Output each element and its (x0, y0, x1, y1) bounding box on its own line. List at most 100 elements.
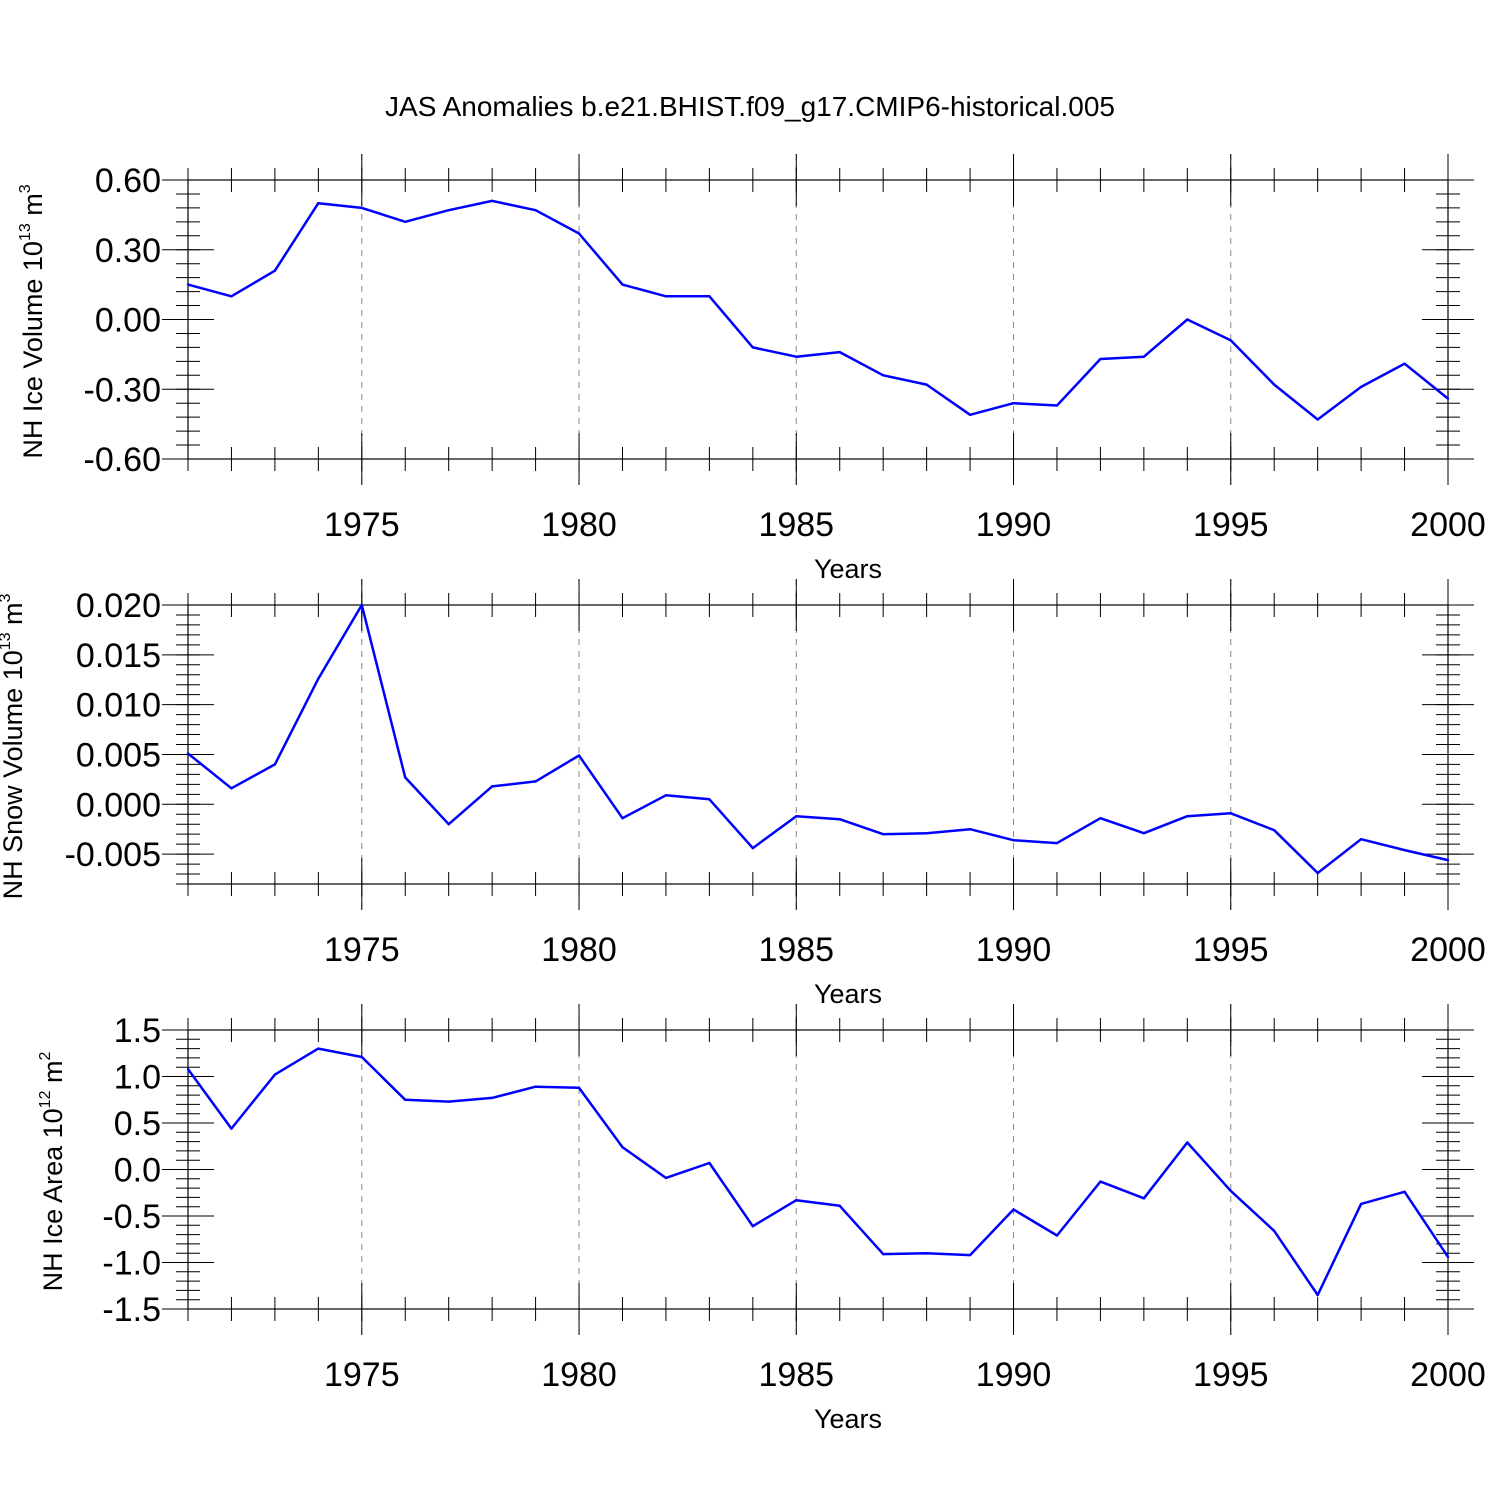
x-tick-label-1985: 1985 (758, 506, 834, 544)
y-axis-label-exponent: 12 (37, 1090, 54, 1108)
data-point-1986 (838, 350, 841, 354)
x-tick-label-2000: 2000 (1410, 931, 1486, 969)
data-point-1976 (404, 776, 407, 779)
y-axis-label-text: NH Ice Area 10 (38, 1108, 68, 1291)
x-axis-label: Years (814, 1404, 882, 1434)
data-point-1972 (230, 295, 233, 298)
data-point-1986 (838, 1204, 841, 1207)
data-point-1998 (1359, 1202, 1363, 1206)
x-tick-label-2000: 2000 (1410, 506, 1486, 544)
plot-frame (187, 179, 1449, 460)
y-tick-label: 0.5 (114, 1105, 161, 1143)
y-axis-label-text: NH Ice Volume 10 (18, 241, 48, 459)
chart-panel-2: 0.020 0.015 0.010 0.005 0.000 -0.005 1975 1980 1… (0, 579, 1486, 1009)
y-tick-label: -0.5 (102, 1198, 161, 1236)
data-point-1979 (534, 1085, 537, 1088)
data-point-1981 (621, 283, 624, 286)
data-point-1996 (1273, 828, 1276, 832)
data-point-1977 (447, 1100, 450, 1103)
data-point-1992 (1099, 1180, 1102, 1183)
data-point-1992 (1099, 817, 1102, 820)
data-point-1981 (621, 817, 624, 820)
y-tick-label: -0.005 (65, 836, 161, 874)
data-point-1989 (968, 827, 972, 831)
data-point-1985 (795, 1198, 798, 1202)
y-axis-label-unit: m (0, 602, 28, 632)
y-axis-label-unit-exponent: 3 (0, 593, 14, 602)
x-tick-label-1995: 1995 (1193, 931, 1269, 969)
y-axis-label: NH Ice Volume 1013 m3 (17, 184, 48, 458)
chart-panel-3: 1.5 1.0 0.5 0.0 -0.5 -1.0 -1.5 1975 1980 1985 1990… (37, 1004, 1486, 1434)
data-point-1975 (360, 1055, 363, 1059)
x-tick-label-1975: 1975 (324, 506, 400, 544)
data-point-1989 (968, 1253, 972, 1257)
y-tick-label: -1.0 (102, 1245, 161, 1283)
data-point-2000 (1446, 858, 1450, 862)
x-axis-label: Years (814, 979, 882, 1009)
data-point-1973 (273, 763, 277, 766)
data-point-1971 (186, 1067, 190, 1071)
data-point-1975 (360, 603, 363, 607)
data-point-1999 (1403, 1190, 1406, 1194)
y-tick-label: -0.60 (84, 441, 162, 479)
y-tick-label: 0.30 (95, 232, 161, 270)
data-point-1995 (1229, 812, 1232, 815)
y-axis-label-unit: m (18, 193, 48, 223)
x-tick-label-1995: 1995 (1193, 1356, 1269, 1394)
data-point-1995 (1229, 339, 1232, 342)
x-axis-label: Years (814, 554, 882, 584)
x-tick-label-1985: 1985 (758, 1356, 834, 1394)
data-point-1982 (664, 794, 668, 797)
data-point-1971 (186, 283, 190, 286)
y-tick-label: 0.000 (76, 786, 161, 824)
data-point-1990 (1012, 402, 1015, 405)
data-point-1993 (1142, 1197, 1146, 1200)
data-point-2000 (1446, 1255, 1450, 1259)
y-tick-label: 0.0 (114, 1152, 161, 1190)
data-point-1997 (1316, 418, 1319, 421)
y-tick-label: 0.010 (76, 687, 161, 725)
x-tick-label-1980: 1980 (541, 506, 617, 544)
data-point-1995 (1229, 1189, 1232, 1193)
data-point-1977 (447, 823, 450, 826)
figure-title: JAS Anomalies b.e21.BHIST.f09_g17.CMIP6-… (385, 91, 1115, 122)
data-point-1976 (404, 1098, 407, 1101)
data-point-1997 (1316, 871, 1319, 875)
data-point-1972 (230, 1127, 233, 1130)
data-point-1993 (1142, 831, 1146, 835)
y-tick-label: -1.5 (102, 1291, 161, 1329)
x-tick-label-1980: 1980 (541, 1356, 617, 1394)
data-point-1983 (708, 295, 711, 298)
data-point-1973 (273, 1073, 277, 1076)
y-axis-label-unit: m (38, 1061, 68, 1091)
data-point-1978 (490, 1096, 494, 1100)
y-axis-label: NH Ice Area 1012 m2 (37, 1052, 68, 1292)
data-point-1988 (925, 831, 928, 835)
data-point-1975 (360, 206, 363, 210)
data-point-1996 (1273, 383, 1276, 386)
data-point-1981 (621, 1145, 624, 1149)
data-point-1993 (1142, 355, 1146, 358)
series-line (187, 603, 1449, 875)
data-point-1994 (1186, 1141, 1189, 1144)
y-axis-label-exponent: 13 (0, 632, 14, 650)
data-point-1971 (186, 752, 190, 755)
data-point-1998 (1359, 385, 1363, 389)
data-point-1976 (404, 220, 407, 224)
data-point-1982 (664, 1176, 668, 1180)
y-axis-label-unit-exponent: 2 (37, 1052, 54, 1061)
data-point-1980 (577, 1086, 581, 1089)
data-point-1984 (751, 1225, 755, 1228)
data-point-1987 (881, 832, 885, 836)
data-point-1990 (1012, 838, 1015, 842)
data-point-1998 (1359, 837, 1363, 841)
data-point-1983 (708, 798, 711, 801)
data-point-1996 (1273, 1229, 1276, 1233)
y-tick-label: 0.015 (76, 637, 161, 675)
data-point-1992 (1099, 357, 1102, 361)
x-tick-label-1975: 1975 (324, 931, 400, 969)
y-tick-label: -0.30 (84, 371, 162, 409)
data-point-1999 (1403, 848, 1406, 852)
series-line (187, 199, 1449, 421)
